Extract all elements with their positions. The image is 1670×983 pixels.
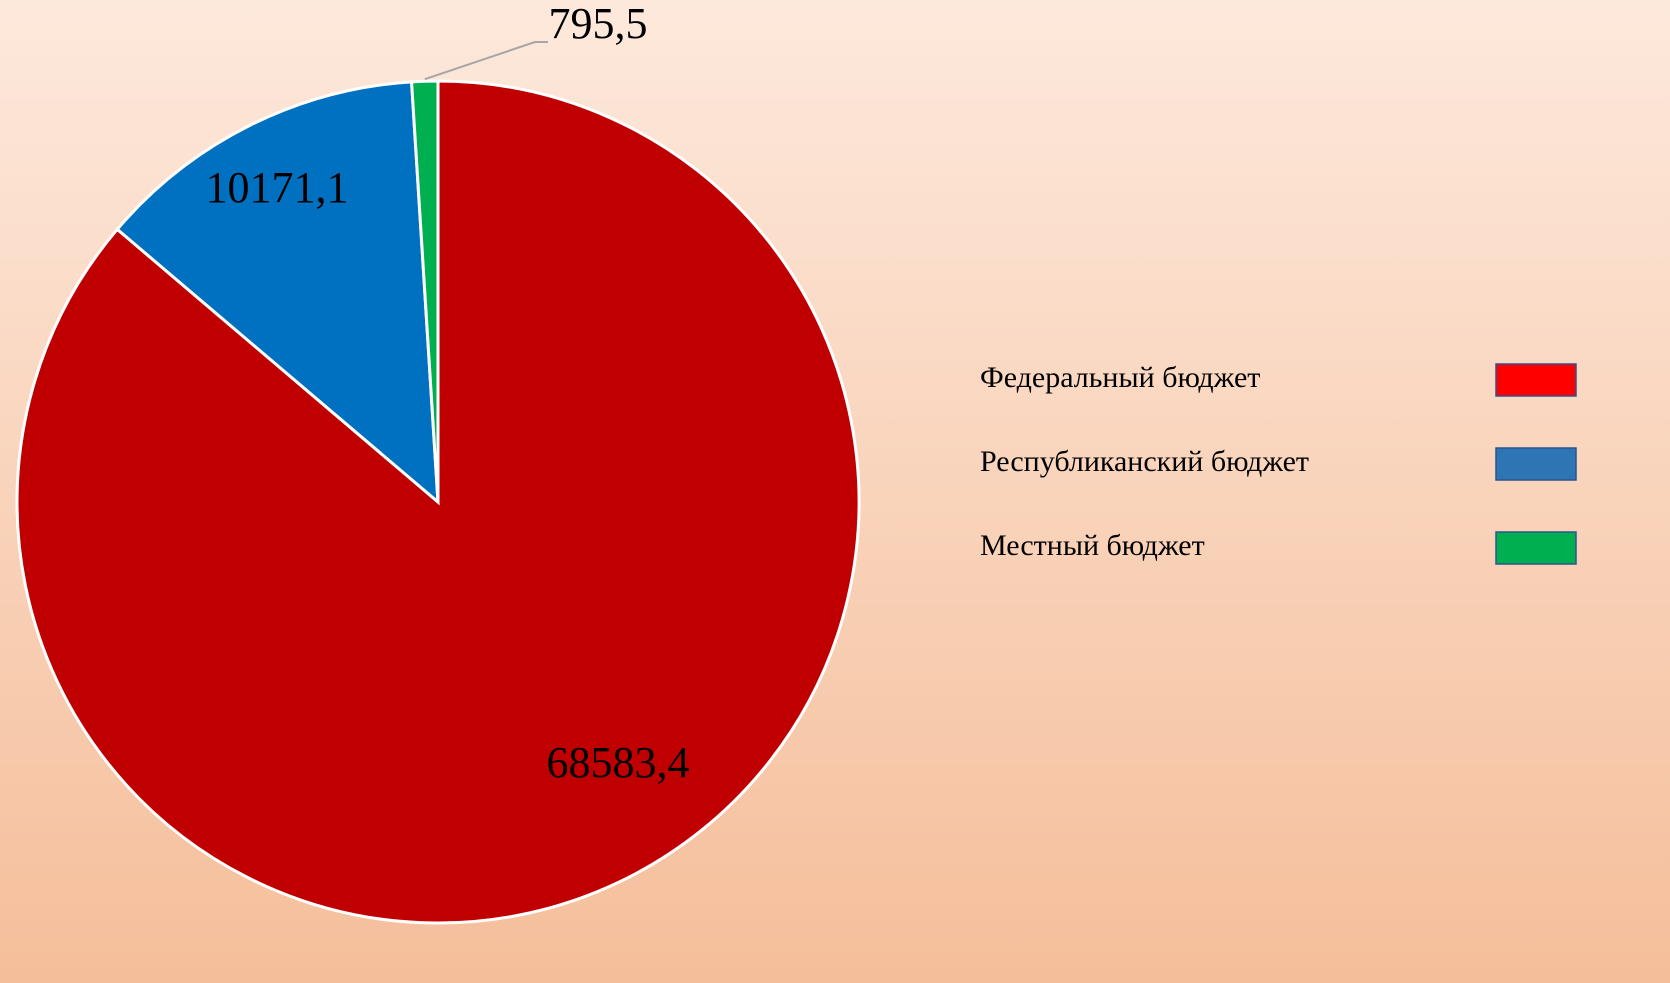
legend-label: Местный бюджет	[980, 529, 1205, 562]
leader-line	[424, 41, 548, 81]
data-label: 795,5	[549, 0, 648, 48]
legend-label: Республиканский бюджет	[980, 445, 1309, 478]
data-label: 68583,4	[547, 738, 690, 787]
legend-swatch	[1495, 363, 1577, 397]
pie-slice	[115, 80, 440, 506]
pie-slice	[409, 79, 440, 503]
legend-label: Федеральный бюджет	[980, 361, 1260, 394]
legend-swatch	[1495, 531, 1577, 565]
data-label: 10171,1	[206, 163, 349, 212]
legend-swatch	[1495, 447, 1577, 481]
